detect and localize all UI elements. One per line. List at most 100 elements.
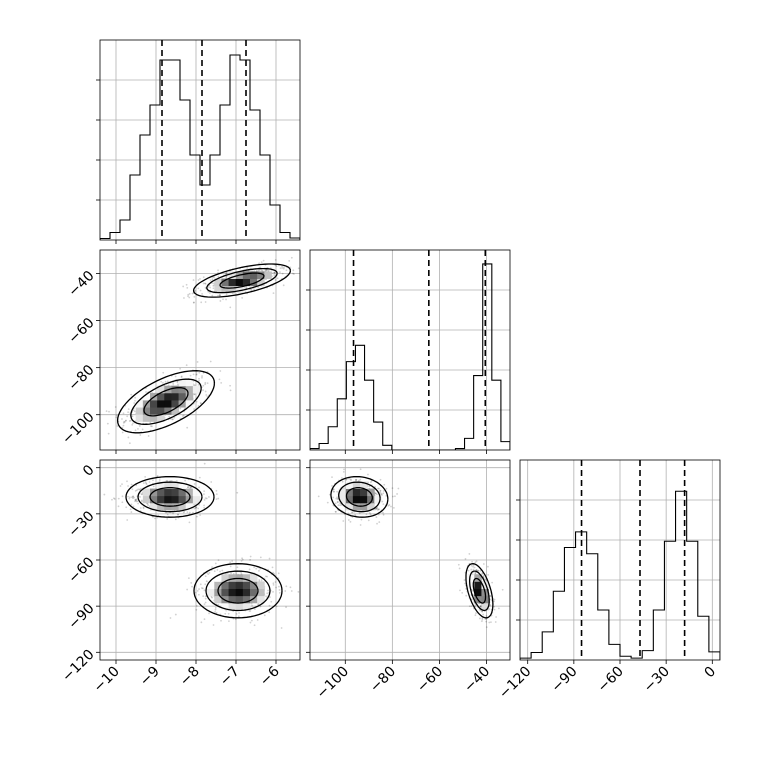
density-cell [142, 488, 151, 497]
density-cell [214, 581, 222, 589]
density-cell [157, 407, 165, 415]
sample-point [195, 608, 198, 611]
sample-point [132, 495, 135, 498]
sample-point [209, 279, 212, 282]
sample-point [142, 482, 145, 485]
sample-point [379, 478, 382, 481]
density-cell [360, 495, 368, 504]
density-cell [164, 488, 172, 497]
sample-point [253, 288, 256, 291]
sample-point [116, 425, 119, 427]
sample-point [193, 483, 196, 485]
density-cell [250, 271, 258, 279]
sample-point [470, 605, 473, 607]
density-cell [214, 278, 222, 287]
sample-point [279, 271, 281, 274]
sample-point [189, 486, 192, 489]
sample-point [358, 512, 361, 515]
sample-point [219, 570, 221, 573]
sample-point [348, 477, 351, 480]
x-tick-label: −30 [641, 664, 673, 696]
density-cell [360, 488, 368, 497]
sample-point [195, 373, 198, 376]
density-cell [214, 574, 222, 582]
density-cell [221, 581, 229, 589]
sample-point [186, 426, 189, 429]
sample-point [144, 481, 147, 483]
sample-point [193, 503, 195, 506]
sample-point [208, 496, 210, 498]
sample-point [131, 415, 134, 418]
sample-point [376, 507, 378, 510]
sample-point [107, 432, 110, 435]
sample-point [217, 603, 220, 606]
sample-point [468, 605, 471, 608]
sample-point [133, 496, 135, 499]
sample-point [229, 389, 232, 392]
sample-point [204, 601, 207, 604]
sample-point [199, 289, 202, 292]
sample-point [123, 420, 125, 423]
sample-point [214, 610, 217, 613]
sample-point [265, 595, 267, 598]
sample-point [121, 495, 124, 498]
sample-point [130, 483, 133, 486]
density-cell [171, 407, 179, 415]
sample-point [186, 286, 189, 289]
sample-point [149, 421, 152, 424]
x-tick-label: −40 [461, 664, 493, 696]
sample-point [224, 612, 227, 615]
sample-point [368, 512, 371, 514]
contour-line [338, 481, 381, 513]
sample-point [291, 272, 294, 275]
sample-point [333, 490, 336, 493]
sample-point [204, 282, 207, 285]
sample-point [115, 416, 118, 419]
density-cell [171, 488, 179, 497]
contour-line [137, 481, 203, 513]
sample-point [365, 513, 368, 516]
density-cell [178, 488, 187, 497]
sample-point [272, 582, 275, 585]
sample-point [281, 272, 284, 275]
contour-line [345, 487, 374, 507]
density-cell [142, 392, 151, 401]
sample-point [117, 497, 120, 500]
density-cell [352, 481, 361, 489]
sample-point [119, 485, 122, 487]
sample-point [270, 600, 273, 603]
sample-point [377, 508, 380, 511]
sample-point [379, 489, 382, 492]
sample-point [375, 492, 377, 495]
sample-point [249, 621, 252, 624]
sample-point [193, 301, 195, 304]
sample-point [128, 420, 131, 422]
density-cell [352, 488, 361, 497]
sample-point [375, 507, 378, 510]
sample-point [467, 569, 470, 572]
sample-point [139, 496, 141, 498]
sample-point [176, 380, 179, 383]
sample-point [130, 503, 133, 506]
sample-point [174, 375, 177, 378]
density-cell [481, 602, 489, 611]
sample-point [332, 488, 335, 491]
sample-point [227, 612, 230, 615]
sample-point [203, 603, 206, 606]
density-cell [250, 574, 258, 582]
sample-point [158, 479, 161, 481]
sample-point [482, 613, 485, 616]
sample-point [335, 497, 338, 500]
y-tick-label: −40 [65, 268, 97, 300]
sample-point [331, 476, 333, 479]
x-tick-label: −9 [137, 664, 163, 690]
sample-point [129, 464, 131, 466]
sample-point [185, 283, 188, 286]
density-cell [250, 278, 258, 287]
sample-point [335, 510, 337, 513]
sample-point [199, 583, 202, 586]
sample-point [131, 488, 134, 491]
sample-point [388, 504, 391, 506]
sample-point [228, 620, 230, 623]
sample-point [337, 504, 340, 507]
